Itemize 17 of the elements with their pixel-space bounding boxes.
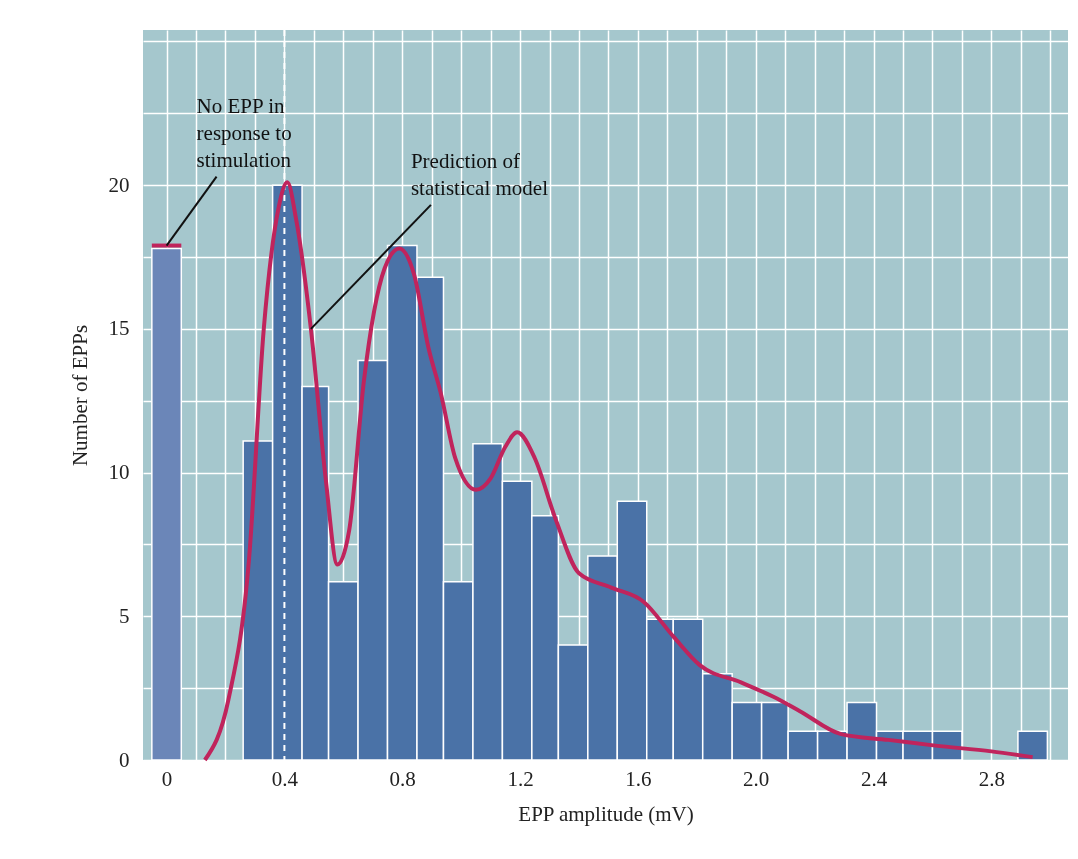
x-tick-label: 0 — [161, 766, 173, 791]
y-axis-title: Number of EPPs — [67, 324, 92, 467]
x-tick-label: 1.6 — [625, 766, 652, 791]
x-axis-title: EPP amplitude (mV) — [518, 801, 694, 826]
y-tick-label: 5 — [119, 603, 130, 628]
x-tick-label: 2.4 — [860, 766, 888, 791]
y-tick-label: 0 — [119, 747, 130, 772]
annotation: Prediction of statistical model — [410, 148, 549, 200]
annotation: No EPP in response to stimulation — [196, 93, 292, 172]
x-tick-label: 0.8 — [389, 766, 416, 791]
x-tick-label: 2.0 — [743, 766, 770, 791]
y-tick-label: 10 — [108, 460, 130, 485]
x-tick-label: 2.8 — [978, 766, 1006, 791]
y-tick-label: 20 — [108, 172, 130, 197]
y-tick-label: 15 — [108, 316, 130, 341]
x-tick-label: 1.2 — [507, 766, 534, 791]
x-tick-label: 0.4 — [271, 766, 299, 791]
